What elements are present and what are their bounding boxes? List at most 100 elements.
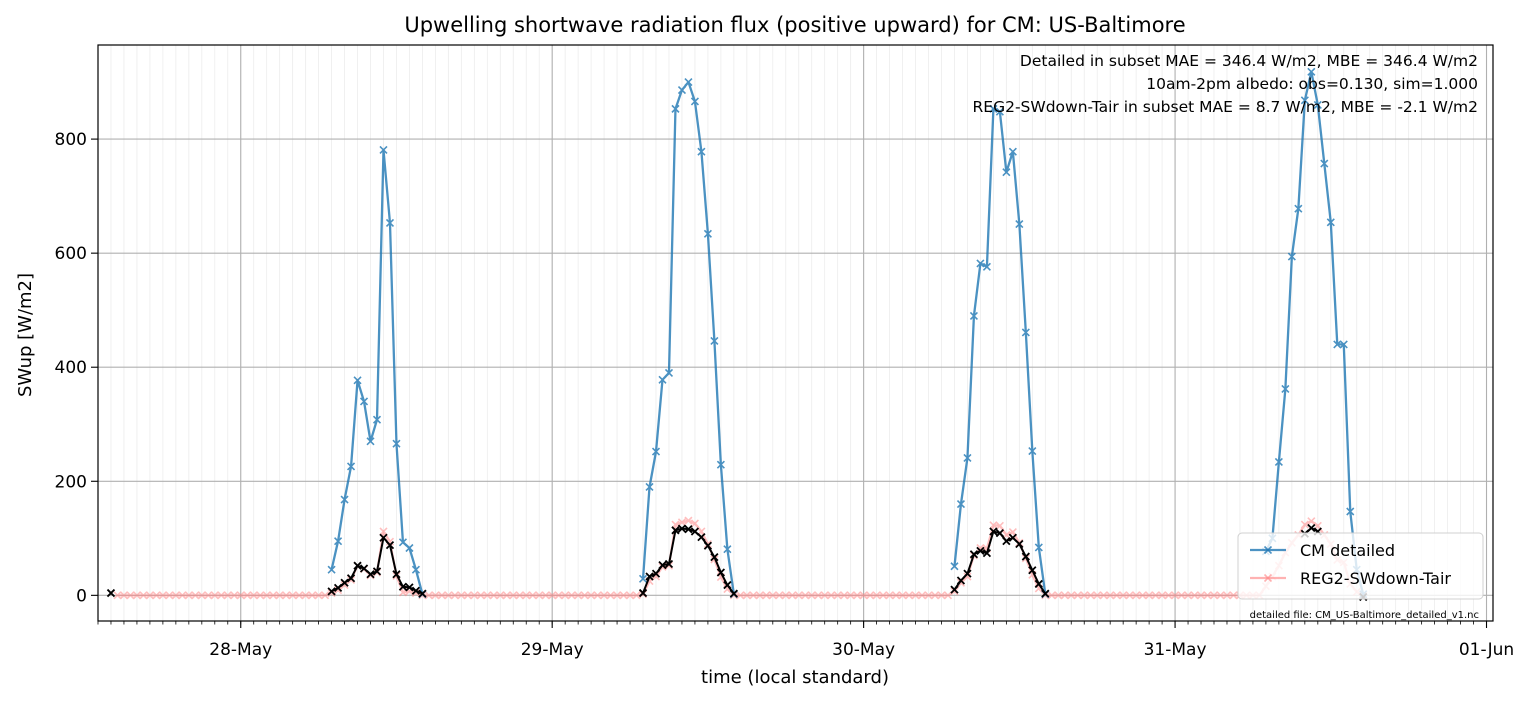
data-point-reg2-swdown-tair <box>470 591 479 600</box>
data-point-reg2-swdown-tair <box>139 591 148 600</box>
data-point-reg2-swdown-tair <box>1125 591 1134 600</box>
data-point-reg2-swdown-tair <box>1164 591 1173 600</box>
data-point-cm-detailed <box>1028 446 1037 456</box>
data-point-reg2-swdown-tair <box>788 591 797 600</box>
data-point-reg2-swdown-tair <box>885 591 894 600</box>
data-point-cm-detailed <box>411 565 420 574</box>
data-point-reg2-swdown-tair <box>158 591 167 600</box>
data-point-reg2-swdown-tair <box>814 591 823 600</box>
data-point-cm-detailed <box>366 437 375 446</box>
data-point-reg2-swdown-tair <box>301 591 310 600</box>
data-point-observed <box>1041 589 1050 598</box>
data-point-reg2-swdown-tair <box>489 591 498 600</box>
data-point-observed <box>1008 533 1017 542</box>
data-point-reg2-swdown-tair <box>736 591 745 600</box>
data-point-cm-detailed <box>1274 457 1283 466</box>
series-reg2-swdown-tair <box>113 516 1368 600</box>
y-tick-label: 0 <box>76 586 87 606</box>
data-point-reg2-swdown-tair <box>457 591 466 600</box>
data-point-reg2-swdown-tair <box>917 591 927 600</box>
data-point-cm-detailed <box>982 262 991 271</box>
data-point-cm-detailed <box>1002 168 1011 177</box>
data-point-cm-detailed <box>645 482 654 492</box>
data-point-reg2-swdown-tair <box>541 591 550 600</box>
data-point-observed <box>684 525 693 534</box>
data-point-observed <box>411 586 421 595</box>
data-point-reg2-swdown-tair <box>210 591 219 600</box>
data-point-reg2-swdown-tair <box>1222 591 1232 600</box>
data-point-reg2-swdown-tair <box>892 591 901 600</box>
data-point-reg2-swdown-tair <box>1203 591 1212 600</box>
legend-box <box>1237 532 1484 600</box>
data-point-observed <box>989 527 998 536</box>
data-point-reg2-swdown-tair <box>574 591 583 600</box>
data-point-reg2-swdown-tair <box>126 591 135 600</box>
data-point-cm-detailed <box>1346 507 1355 516</box>
data-point-observed <box>950 585 959 594</box>
data-point-observed <box>327 587 336 596</box>
data-point-reg2-swdown-tair <box>684 516 693 525</box>
data-point-reg2-swdown-tair <box>1158 591 1167 600</box>
data-point-observed <box>379 533 388 542</box>
data-point-reg2-swdown-tair <box>1054 591 1063 600</box>
data-point-observed <box>385 541 395 550</box>
data-point-reg2-swdown-tair <box>1307 517 1316 526</box>
data-point-reg2-swdown-tair <box>768 591 777 600</box>
data-point-reg2-swdown-tair <box>145 591 154 600</box>
data-point-observed <box>969 550 979 559</box>
data-point-reg2-swdown-tair <box>937 591 946 600</box>
data-point-cm-detailed <box>995 107 1004 116</box>
data-point-reg2-swdown-tair <box>943 591 953 600</box>
data-point-reg2-swdown-tair <box>119 591 129 600</box>
data-point-reg2-swdown-tair <box>840 591 849 600</box>
data-point-reg2-swdown-tair <box>1177 591 1186 600</box>
legend-label-reg2: REG2-SWdown-Tair <box>1300 569 1451 588</box>
plot-frame <box>97 44 1494 622</box>
data-point-cm-detailed <box>1287 252 1296 261</box>
data-point-reg2-swdown-tair <box>963 572 972 581</box>
data-point-reg2-swdown-tair <box>509 591 518 600</box>
legend-entry-reg2: REG2-SWdown-Tair <box>1250 569 1451 588</box>
data-point-reg2-swdown-tair <box>1119 591 1128 600</box>
data-point-reg2-swdown-tair <box>476 591 485 600</box>
data-point-observed <box>405 583 414 592</box>
data-point-reg2-swdown-tair <box>1086 591 1095 600</box>
data-point-reg2-swdown-tair <box>288 591 297 600</box>
series-cm-detailed <box>327 67 1368 599</box>
data-point-cm-detailed <box>1326 218 1335 227</box>
data-point-reg2-swdown-tair <box>664 561 674 570</box>
data-point-reg2-swdown-tair <box>152 591 161 600</box>
series-layer <box>106 67 1368 602</box>
data-point-cm-detailed <box>684 78 693 87</box>
legend: CM detailed REG2-SWdown-Tair <box>1237 532 1484 600</box>
data-point-cm-detailed <box>379 145 388 155</box>
data-point-reg2-swdown-tair <box>346 575 356 585</box>
data-point-cm-detailed <box>1008 147 1017 156</box>
data-point-observed <box>1028 566 1037 575</box>
y-tick-label: 800 <box>55 130 87 150</box>
data-point-reg2-swdown-tair <box>522 591 531 600</box>
data-point-cm-detailed <box>677 85 687 95</box>
data-point-reg2-swdown-tair <box>1229 591 1238 600</box>
data-point-reg2-swdown-tair <box>314 591 323 600</box>
annotation-albedo: 10am-2pm albedo: obs=0.130, sim=1.000 <box>1146 75 1478 93</box>
data-point-cm-detailed <box>950 562 959 571</box>
data-point-observed <box>976 546 985 555</box>
data-point-reg2-swdown-tair <box>755 591 764 600</box>
series-line-cm-detailed <box>1264 70 1365 595</box>
data-point-cm-detailed <box>989 104 998 113</box>
data-point-reg2-swdown-tair <box>898 591 907 600</box>
data-point-observed <box>372 567 382 576</box>
data-point-reg2-swdown-tair <box>171 591 180 600</box>
legend-marker-cm-detailed <box>1263 545 1273 555</box>
data-point-cm-detailed <box>1320 159 1329 168</box>
data-point-reg2-swdown-tair <box>729 591 738 600</box>
data-point-observed <box>1021 552 1030 561</box>
data-point-reg2-swdown-tair <box>846 591 855 600</box>
data-point-cm-detailed <box>398 538 408 547</box>
data-point-observed <box>729 589 738 598</box>
data-point-reg2-swdown-tair <box>535 591 544 600</box>
data-point-reg2-swdown-tair <box>613 591 622 600</box>
data-point-cm-detailed <box>385 218 395 227</box>
